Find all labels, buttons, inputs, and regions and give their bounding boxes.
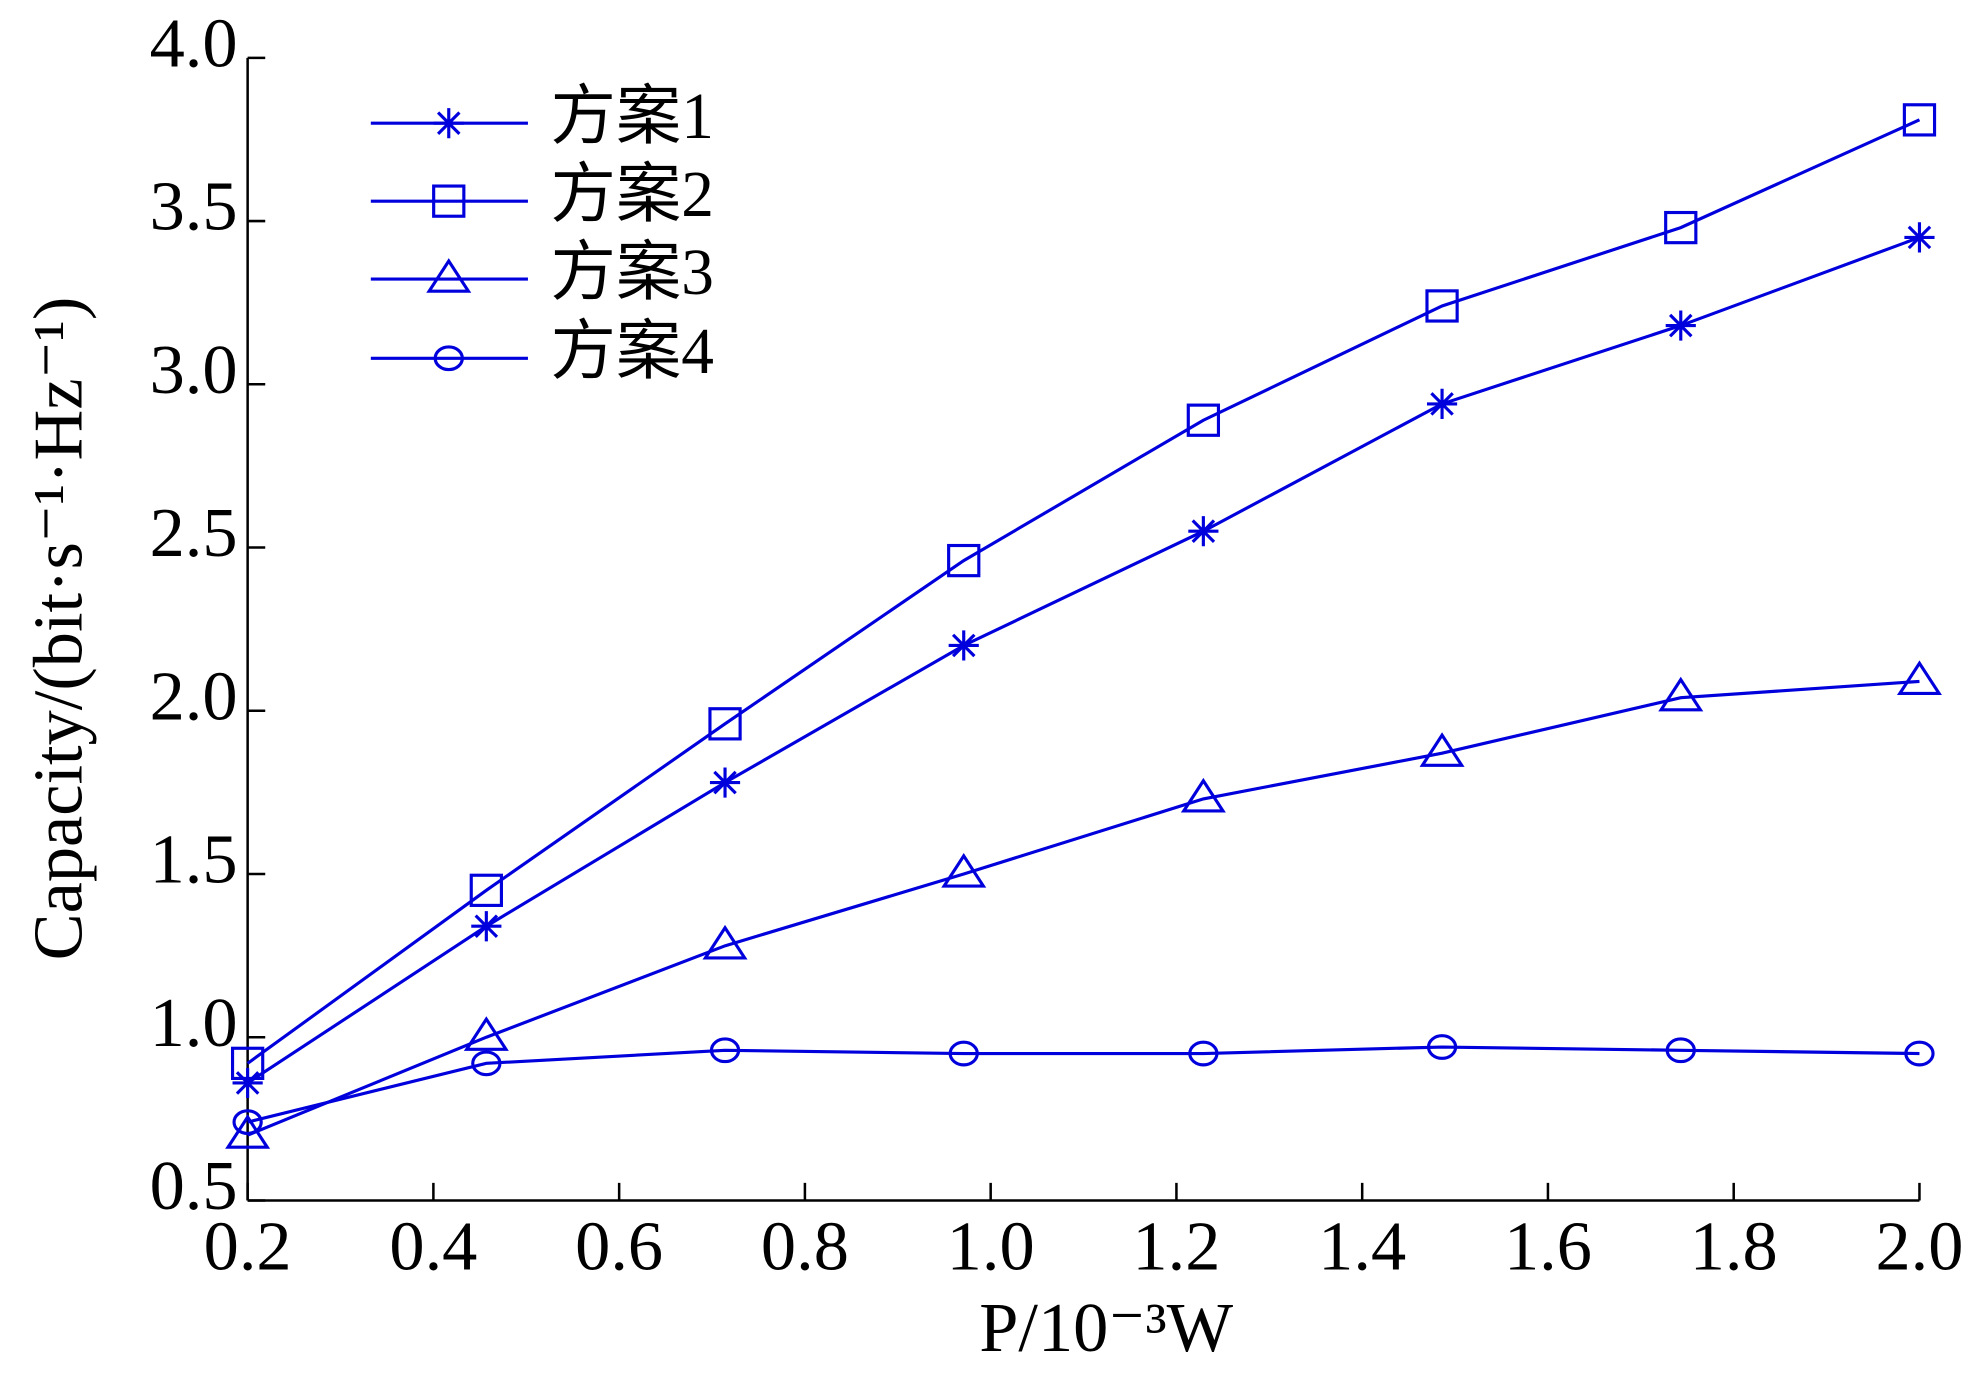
x-tick-label: 1.2 — [1132, 1207, 1220, 1285]
y-tick-label: 4.0 — [150, 4, 238, 82]
series-line — [247, 1045, 1920, 1124]
y-tick-label: 3.0 — [150, 331, 238, 409]
data-point — [1902, 103, 1937, 137]
y-tick-label: 1.5 — [150, 821, 238, 899]
series-line — [247, 679, 1920, 1137]
data-point — [709, 767, 741, 798]
legend-marker — [433, 345, 464, 372]
data-point — [708, 707, 742, 741]
legend-marker — [433, 108, 464, 139]
legend-label: 方案2 — [551, 159, 714, 231]
data-point — [1904, 1040, 1935, 1067]
data-point — [469, 873, 503, 907]
data-point — [947, 543, 981, 578]
data-point — [1425, 289, 1459, 323]
y-tick-label: 1.0 — [150, 984, 238, 1062]
data-point — [1186, 403, 1221, 437]
data-point — [1658, 676, 1704, 712]
data-point — [1665, 310, 1696, 341]
y-tick-label: 2.0 — [150, 657, 238, 735]
x-tick-label: 1.8 — [1690, 1207, 1778, 1285]
data-point — [702, 924, 748, 960]
data-point — [1426, 1034, 1458, 1060]
x-tick-label: 1.4 — [1318, 1207, 1406, 1285]
data-point — [1426, 388, 1458, 419]
data-point — [948, 1040, 979, 1067]
data-point — [463, 1016, 509, 1051]
series-line — [246, 118, 1921, 1065]
data-point — [941, 853, 987, 888]
data-point — [1665, 1037, 1696, 1064]
data-point — [1188, 1040, 1219, 1067]
y-axis-label: Capacity/(bit·s⁻¹·Hz⁻¹) — [20, 297, 98, 961]
data-point — [225, 1114, 271, 1149]
y-tick-label: 0.5 — [150, 1147, 238, 1225]
series-line — [246, 235, 1921, 1085]
y-tick-label: 3.5 — [150, 168, 238, 246]
legend-label: 方案1 — [551, 81, 714, 153]
x-tick-label: 0.8 — [761, 1207, 849, 1285]
x-axis-label: P/10⁻³W — [979, 1289, 1233, 1367]
data-point — [1896, 660, 1942, 696]
data-point — [948, 630, 979, 661]
x-tick-label: 0.2 — [204, 1207, 292, 1285]
data-point — [1419, 732, 1465, 767]
data-point — [232, 1067, 263, 1099]
legend-marker — [432, 184, 466, 218]
legend-label: 方案3 — [551, 237, 714, 309]
data-point — [232, 1109, 263, 1135]
legend-label: 方案4 — [551, 316, 714, 388]
data-point — [1904, 222, 1935, 253]
x-tick-label: 0.4 — [389, 1207, 477, 1285]
data-point — [230, 1046, 265, 1081]
x-tick-label: 2.0 — [1875, 1207, 1963, 1285]
legend-marker — [426, 258, 472, 293]
y-tick-label: 2.5 — [150, 494, 238, 572]
x-tick-label: 1.6 — [1504, 1207, 1592, 1285]
x-tick-label: 1.0 — [947, 1207, 1035, 1285]
data-point — [1188, 516, 1219, 547]
data-point — [471, 911, 502, 942]
data-point — [471, 1050, 502, 1077]
data-point — [709, 1037, 741, 1064]
x-tick-label: 0.6 — [575, 1207, 663, 1285]
data-point — [1664, 210, 1698, 245]
data-point — [1180, 777, 1226, 813]
